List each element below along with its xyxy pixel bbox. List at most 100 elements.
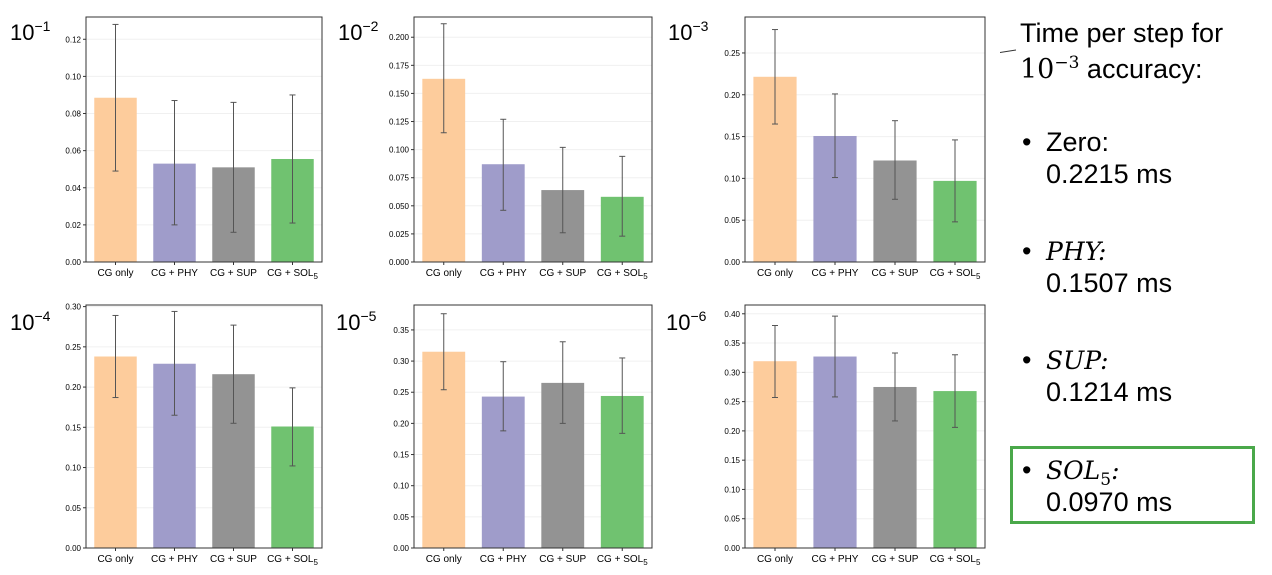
x-tick-label: CG only — [97, 554, 133, 565]
method-name-suffix: : — [1111, 456, 1120, 485]
method-time: 0.1214 ms — [1046, 377, 1173, 407]
y-tick-label: 0.25 — [724, 49, 740, 58]
x-tick-label: CG + PHY — [480, 268, 527, 279]
y-tick-label: 0.30 — [393, 357, 409, 366]
method-name: PHY: — [1046, 237, 1107, 266]
plot-frame — [413, 304, 653, 549]
method-time: 0.1507 ms — [1046, 268, 1173, 298]
y-tick-label: 0.000 — [389, 258, 410, 267]
y-tick-label: 0.10 — [724, 174, 740, 183]
x-tick-label: CG + SOL5 — [267, 554, 318, 567]
title-suffix: accuracy: — [1079, 54, 1203, 84]
y-tick-label: 0.10 — [65, 72, 81, 81]
x-tick-label: CG + SUP — [539, 268, 586, 279]
y-tick-label: 0.12 — [65, 35, 81, 44]
x-tick-label: CG + PHY — [812, 268, 859, 279]
y-tick-label: 0.20 — [724, 427, 740, 436]
annotation-title: Time per step for 10−3 accuracy: — [1020, 18, 1223, 85]
y-tick-label: 0.30 — [724, 368, 740, 377]
x-tick-label: CG only — [757, 268, 793, 279]
x-tick-label: CG only — [757, 554, 793, 565]
charts-svg: CG only CG + PHY CG + SUP CG + SOL5 0.00 0.02… — [10, 16, 986, 567]
method-name: SOL5: — [1046, 455, 1120, 496]
y-tick-label: 0.00 — [65, 544, 81, 553]
bullet: • — [1022, 236, 1032, 266]
y-tick-label: 0.04 — [65, 184, 81, 193]
y-tick-label: 0.40 — [724, 310, 740, 319]
x-tick-label: CG + SOL5 — [267, 268, 318, 281]
y-tick-label: 0.35 — [393, 326, 409, 335]
x-tick-label: CG + SOL5 — [597, 554, 648, 567]
x-tick-label: CG + SUP — [210, 268, 257, 279]
y-tick-label: 0.15 — [393, 451, 409, 460]
y-tick-label: 0.00 — [65, 258, 81, 267]
panel-label: 10−4 — [10, 308, 51, 335]
y-tick-label: 0.20 — [65, 383, 81, 392]
panel-label: 10−5 — [336, 308, 377, 335]
y-tick-label: 0.25 — [65, 343, 81, 352]
title-exponent-base: 10 — [1020, 54, 1055, 85]
x-tick-label: CG only — [426, 268, 462, 279]
method-name-base: SOL — [1046, 456, 1101, 485]
bullet: • — [1022, 127, 1032, 157]
y-tick-label: 0.02 — [65, 221, 81, 230]
y-tick-label: 0.05 — [724, 515, 740, 524]
bullet: • — [1022, 455, 1032, 485]
y-tick-label: 0.25 — [724, 398, 740, 407]
y-tick-label: 0.08 — [65, 110, 81, 119]
y-tick-label: 0.06 — [65, 147, 81, 156]
x-tick-label: CG + SOL5 — [597, 268, 648, 281]
method-name-subscript: 5 — [1100, 470, 1112, 490]
x-tick-label: CG + PHY — [151, 268, 198, 279]
x-tick-label: CG only — [426, 554, 462, 565]
highlight-box — [1010, 446, 1255, 524]
y-tick-label: 0.100 — [389, 146, 410, 155]
x-tick-label: CG + SOL5 — [930, 268, 981, 281]
plot-frame — [744, 304, 986, 549]
y-tick-label: 0.175 — [389, 61, 410, 70]
y-tick-label: 0.075 — [389, 174, 410, 183]
bullet: • — [1022, 345, 1032, 375]
y-tick-label: 0.00 — [724, 544, 740, 553]
method-name: SUP: — [1046, 346, 1109, 375]
y-tick-label: 0.00 — [393, 544, 409, 553]
plot-frame — [85, 16, 323, 263]
x-tick-label: CG + PHY — [812, 554, 859, 565]
annotation-title-line2: 10−3 accuracy: — [1020, 48, 1223, 85]
y-tick-label: 0.20 — [393, 419, 409, 428]
panel-label: 10−3 — [668, 18, 709, 45]
y-tick-label: 0.35 — [724, 339, 740, 348]
y-tick-label: 0.15 — [65, 423, 81, 432]
y-tick-label: 0.10 — [393, 482, 409, 491]
plot-frame — [744, 16, 986, 263]
annotation-title-line1: Time per step for — [1020, 18, 1224, 48]
plot-frame — [413, 16, 653, 263]
y-tick-label: 0.050 — [389, 202, 410, 211]
x-tick-label: CG + SUP — [539, 554, 586, 565]
y-tick-label: 0.150 — [389, 89, 410, 98]
x-tick-label: CG + SUP — [210, 554, 257, 565]
y-tick-label: 0.10 — [724, 485, 740, 494]
title-exponent: −3 — [1054, 53, 1080, 73]
method-time: 0.2215 ms — [1046, 159, 1173, 189]
y-tick-label: 0.20 — [724, 91, 740, 100]
x-tick-label: CG + SOL5 — [930, 554, 981, 567]
panel-label: 10−6 — [666, 308, 707, 335]
x-tick-label: CG + SUP — [872, 554, 919, 565]
y-tick-label: 0.15 — [724, 133, 740, 142]
y-tick-label: 0.25 — [393, 388, 409, 397]
x-tick-label: CG + PHY — [480, 554, 527, 565]
y-tick-label: 0.15 — [724, 456, 740, 465]
x-tick-label: CG only — [97, 268, 133, 279]
x-tick-label: CG + PHY — [151, 554, 198, 565]
y-tick-label: 0.00 — [724, 258, 740, 267]
leader-line — [1000, 49, 1017, 53]
x-tick-label: CG + SUP — [872, 268, 919, 279]
y-tick-label: 0.05 — [393, 513, 409, 522]
method-time: 0.0970 ms — [1046, 487, 1173, 517]
method-name: Zero: — [1046, 127, 1110, 157]
y-tick-label: 0.200 — [389, 33, 410, 42]
y-tick-label: 0.025 — [389, 230, 410, 239]
y-tick-label: 0.05 — [724, 216, 740, 225]
annotation-panel: Time per step for 10−3 accuracy: • Zero:… — [1000, 0, 1272, 575]
